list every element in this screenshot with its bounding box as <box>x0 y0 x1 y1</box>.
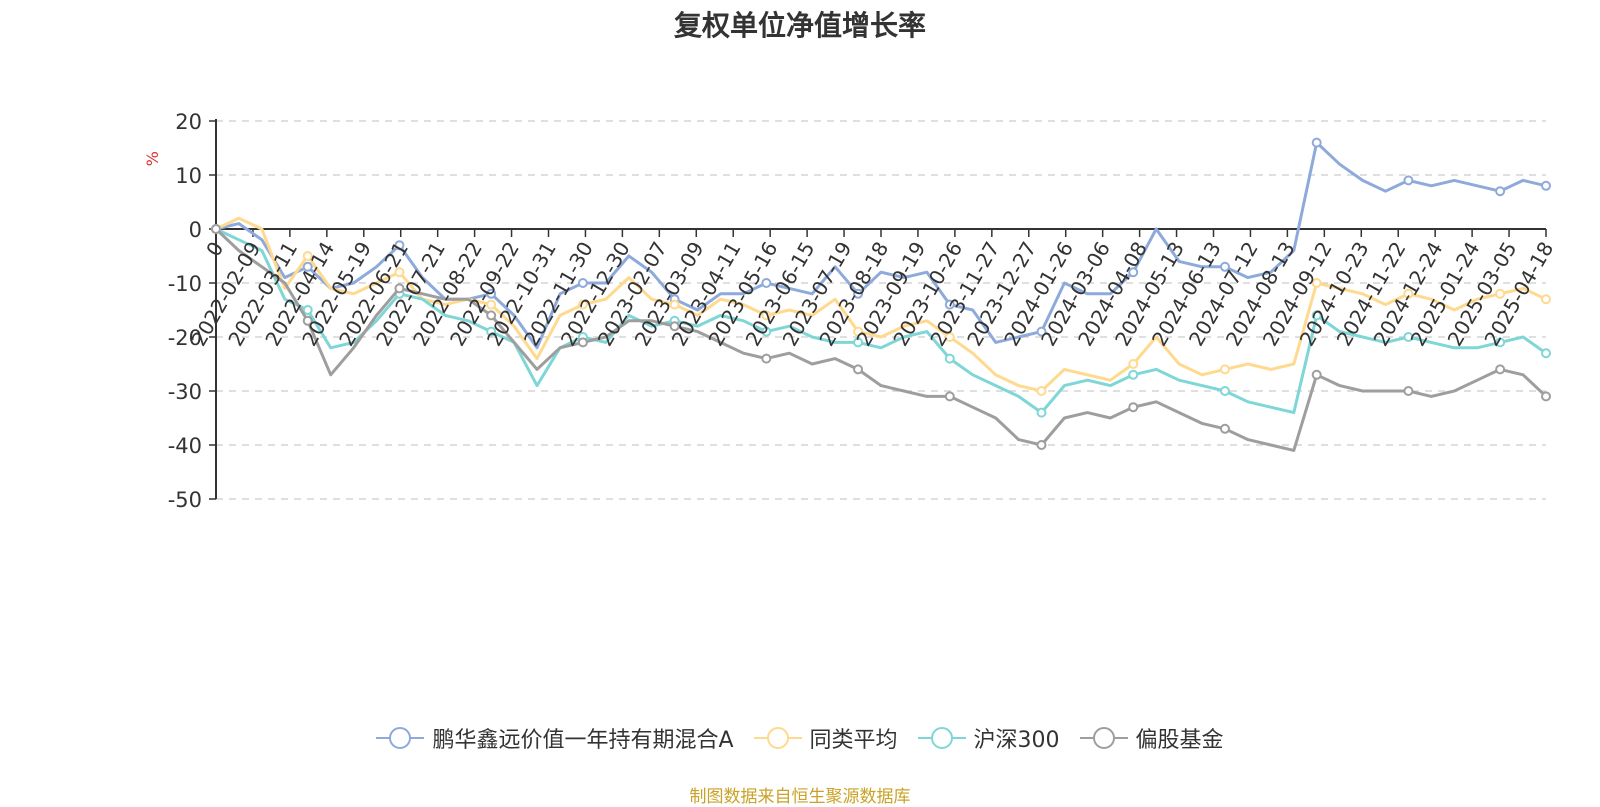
data-point <box>1036 386 1047 396</box>
data-point <box>1403 175 1414 186</box>
data-point <box>486 299 497 310</box>
data-point <box>944 299 955 310</box>
data-point <box>944 391 955 402</box>
data-point <box>1219 364 1230 375</box>
legend-marker-icon <box>917 727 966 749</box>
data-point <box>761 326 772 337</box>
data-point <box>669 321 680 332</box>
x-tick-label: 0 <box>201 238 228 261</box>
data-point <box>853 364 864 375</box>
data-point <box>486 288 497 299</box>
series-line-3 <box>214 227 1548 452</box>
legend-marker-icon <box>376 727 425 749</box>
data-point <box>1495 337 1506 348</box>
data-point <box>1036 440 1047 450</box>
data-point <box>1403 386 1414 396</box>
source-note: 制图数据来自恒生聚源数据库 <box>689 787 911 807</box>
y-tick-label: 10 <box>175 164 202 188</box>
legend-item[interactable]: 偏股基金 <box>1079 722 1224 754</box>
data-point <box>1219 261 1230 272</box>
legend-marker-icon <box>1079 727 1128 749</box>
data-point <box>1311 310 1322 321</box>
data-point <box>486 326 497 337</box>
series-line-1 <box>215 216 1547 393</box>
data-point <box>1403 332 1414 342</box>
data-point <box>761 278 772 288</box>
data-point <box>853 288 864 299</box>
data-point <box>577 278 588 288</box>
data-point <box>669 299 680 310</box>
data-point <box>486 310 497 321</box>
data-point <box>1128 267 1139 278</box>
data-point <box>211 224 221 234</box>
series-line-2 <box>215 227 1547 415</box>
legend-label: 沪深300 <box>973 728 1060 753</box>
data-point <box>577 337 588 348</box>
grid-lines <box>216 120 1546 500</box>
data-point <box>1128 402 1139 413</box>
data-point <box>1495 288 1506 299</box>
data-point <box>1541 180 1551 191</box>
data-point <box>1311 137 1322 148</box>
y-tick-label: -50 <box>168 488 202 512</box>
data-point <box>1541 391 1551 402</box>
legend-item[interactable]: 鹏华鑫远价值一年持有期混合A <box>376 722 734 754</box>
data-point <box>944 332 955 342</box>
data-point <box>302 315 313 326</box>
data-point <box>944 353 955 364</box>
data-point <box>761 353 772 364</box>
y-tick-label: -40 <box>168 434 202 458</box>
data-point <box>1403 288 1414 299</box>
data-point <box>1128 359 1139 369</box>
data-point <box>1219 386 1230 396</box>
data-point <box>302 261 313 272</box>
legend-label: 同类平均 <box>809 728 898 753</box>
y-axis-label: % <box>143 151 162 166</box>
data-point <box>394 240 405 251</box>
y-tick-label: -20 <box>168 326 202 350</box>
data-point <box>1311 369 1322 380</box>
data-point <box>302 251 313 261</box>
data-point <box>761 310 772 321</box>
y-tick-label: -10 <box>168 272 202 296</box>
data-point <box>577 299 588 310</box>
chart-title: 复权单位净值增长率 <box>673 9 926 42</box>
legend-item[interactable]: 同类平均 <box>753 722 898 754</box>
data-point <box>1036 326 1047 337</box>
series-lines <box>211 137 1551 452</box>
y-tick-label: 20 <box>175 110 202 134</box>
legend-label: 偏股基金 <box>1135 728 1224 753</box>
legend-label: 鹏华鑫远价值一年持有期混合A <box>432 728 734 753</box>
data-point <box>394 283 405 294</box>
data-point <box>1495 364 1506 375</box>
data-point <box>1036 407 1047 418</box>
data-point <box>1495 186 1506 197</box>
series-line-0 <box>215 141 1547 350</box>
data-point <box>1311 278 1322 288</box>
data-point <box>1128 369 1139 380</box>
data-point <box>302 305 313 315</box>
data-point <box>853 326 864 337</box>
data-point <box>853 337 864 348</box>
legend-marker-icon <box>753 727 802 749</box>
legend-item[interactable]: 沪深300 <box>917 722 1060 754</box>
legend: 鹏华鑫远价值一年持有期混合A 同类平均 沪深300 偏股基金 <box>0 722 1600 754</box>
y-tick-label: 0 <box>189 218 202 242</box>
data-point <box>394 267 405 278</box>
data-point <box>1219 423 1230 434</box>
data-point <box>1541 348 1551 359</box>
y-tick-label: -30 <box>168 380 202 404</box>
data-point <box>1541 294 1551 305</box>
